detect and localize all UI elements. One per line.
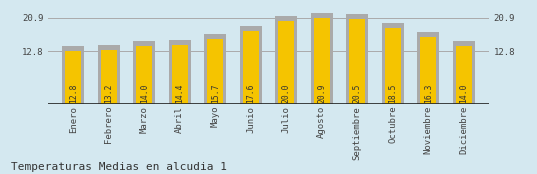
Text: 12.8: 12.8: [69, 84, 78, 103]
Bar: [172, 45, 188, 104]
Text: 15.7: 15.7: [211, 84, 220, 103]
Bar: [169, 40, 191, 104]
Bar: [311, 13, 333, 104]
Bar: [243, 31, 259, 104]
Bar: [346, 14, 368, 104]
Text: 14.0: 14.0: [459, 84, 468, 103]
Bar: [136, 46, 152, 104]
Bar: [314, 18, 330, 104]
Bar: [420, 37, 436, 104]
Bar: [98, 45, 120, 104]
Bar: [204, 34, 226, 104]
Text: 16.3: 16.3: [424, 84, 433, 103]
Text: 14.4: 14.4: [175, 84, 184, 103]
Bar: [453, 41, 475, 104]
Bar: [240, 26, 262, 104]
Text: 20.5: 20.5: [353, 84, 362, 103]
Text: Temperaturas Medias en alcudia 1: Temperaturas Medias en alcudia 1: [11, 162, 227, 172]
Text: 13.2: 13.2: [104, 84, 113, 103]
Text: 20.0: 20.0: [282, 84, 291, 103]
Bar: [62, 46, 84, 104]
Bar: [275, 17, 297, 104]
Text: 18.5: 18.5: [388, 84, 397, 103]
Text: 17.6: 17.6: [246, 84, 255, 103]
Text: 20.9: 20.9: [317, 84, 326, 103]
Bar: [417, 32, 439, 104]
Bar: [65, 51, 81, 104]
Bar: [207, 39, 223, 104]
Bar: [456, 46, 472, 104]
Bar: [385, 28, 401, 104]
Bar: [101, 50, 117, 104]
Bar: [278, 21, 294, 104]
Bar: [382, 23, 404, 104]
Bar: [133, 41, 155, 104]
Text: 14.0: 14.0: [140, 84, 149, 103]
Bar: [349, 19, 365, 104]
